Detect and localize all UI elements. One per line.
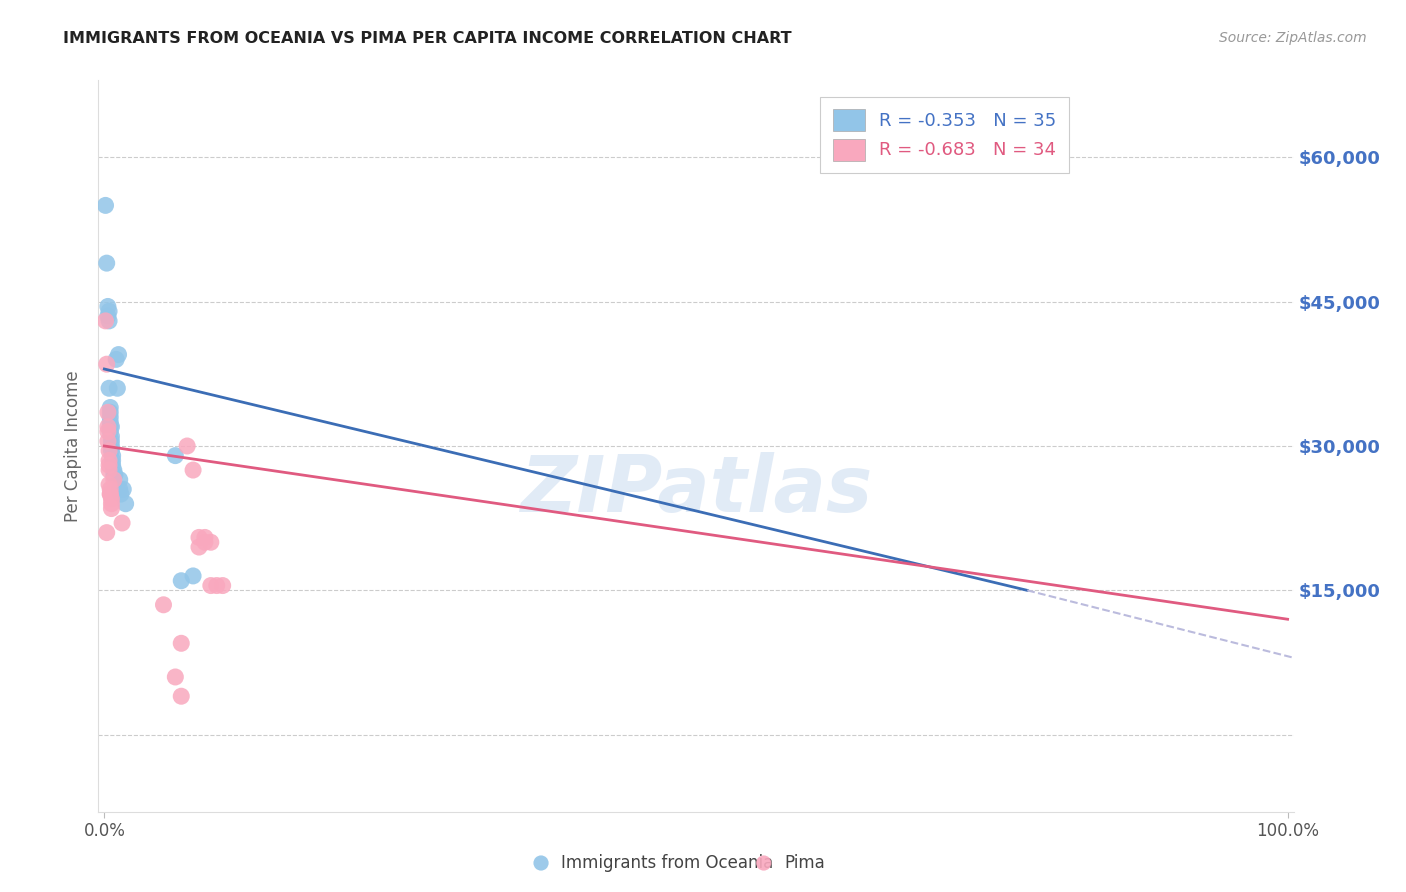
Point (98, 463, 121, 477)
Point (181, 569, 204, 583)
Point (111, 516, 134, 530)
Point (104, 467, 127, 482)
Point (97, 434, 120, 449)
Point (100, 429, 122, 443)
Point (98, 487, 121, 501)
Point (103, 463, 125, 477)
Point (98, 415, 121, 429)
Point (96, 256, 118, 270)
Point (98, 443, 121, 458)
Point (108, 483, 131, 497)
Point (205, 578, 228, 592)
Point (101, 458, 124, 473)
Point (97, 405, 120, 419)
Point (107, 347, 129, 362)
Point (194, 530, 217, 544)
Point (101, 449, 124, 463)
Point (100, 497, 122, 511)
Point (98, 410, 121, 425)
Point (108, 473, 131, 487)
Point (98, 483, 121, 497)
Point (98, 453, 121, 467)
Point (100, 434, 122, 449)
Point (194, 535, 217, 549)
Point (103, 473, 125, 487)
Point (101, 453, 124, 467)
Point (530, 856, 553, 871)
Legend: R = -0.353   N = 35, R = -0.683   N = 34: R = -0.353 N = 35, R = -0.683 N = 34 (820, 96, 1070, 173)
Point (100, 501, 122, 516)
Point (98, 401, 121, 415)
Text: IMMIGRANTS FROM OCEANIA VS PIMA PER CAPITA INCOME CORRELATION CHART: IMMIGRANTS FROM OCEANIA VS PIMA PER CAPI… (63, 31, 792, 46)
Point (100, 491, 122, 506)
Point (165, 670, 187, 684)
Text: ZIPatlas: ZIPatlas (520, 452, 872, 528)
Point (96, 525, 118, 540)
Y-axis label: Per Capita Income: Per Capita Income (65, 370, 83, 522)
Point (181, 463, 204, 477)
Point (100, 443, 122, 458)
Point (103, 467, 125, 482)
Point (105, 352, 128, 367)
Point (170, 636, 193, 650)
Point (97, 419, 120, 434)
Point (170, 574, 193, 588)
Point (105, 381, 128, 395)
Text: Pima: Pima (785, 854, 825, 872)
Point (94, 198, 117, 212)
Point (98, 425, 121, 439)
Point (98, 405, 121, 419)
Point (94, 314, 117, 328)
Point (98, 304, 121, 318)
Point (96, 357, 118, 371)
Point (200, 535, 222, 549)
Point (112, 483, 135, 497)
Point (114, 497, 136, 511)
Point (188, 540, 211, 554)
Point (110, 487, 132, 501)
Point (752, 856, 775, 871)
Point (188, 530, 211, 544)
Point (100, 419, 122, 434)
Point (97, 309, 120, 323)
Point (170, 690, 193, 704)
Point (98, 458, 121, 473)
Text: Source: ZipAtlas.com: Source: ZipAtlas.com (1219, 31, 1367, 45)
Point (100, 439, 122, 453)
Point (165, 449, 187, 463)
Point (98, 314, 121, 328)
Text: Immigrants from Oceania: Immigrants from Oceania (561, 854, 773, 872)
Point (200, 578, 222, 592)
Point (98, 419, 121, 434)
Point (176, 439, 198, 453)
Point (98, 487, 121, 501)
Point (98, 477, 121, 491)
Point (98, 381, 121, 395)
Point (211, 578, 233, 592)
Point (152, 598, 174, 612)
Point (97, 300, 120, 314)
Point (97, 425, 120, 439)
